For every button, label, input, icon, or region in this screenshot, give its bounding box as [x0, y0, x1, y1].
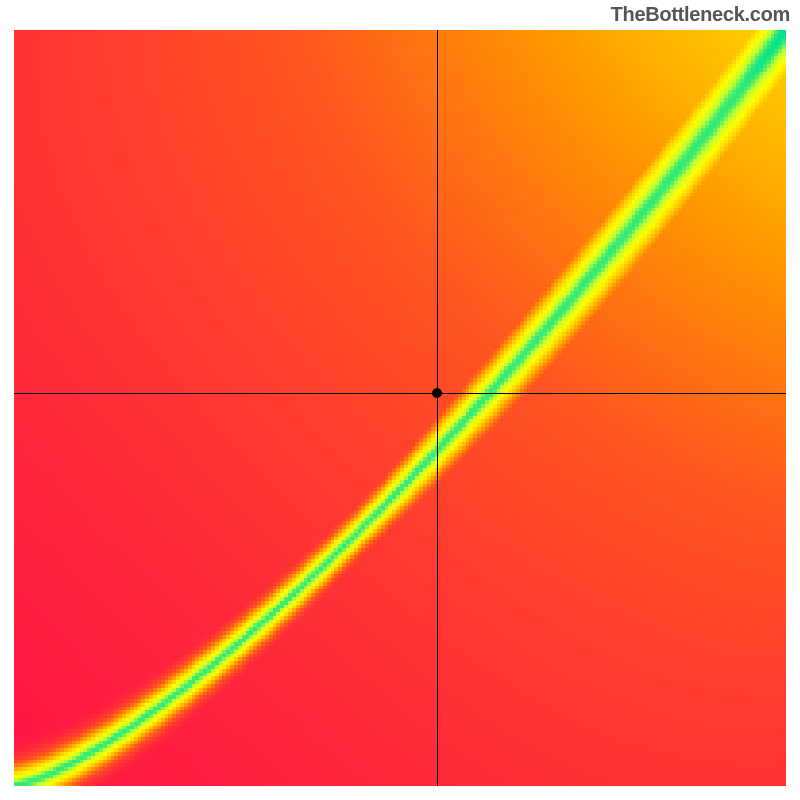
- watermark-text: TheBottleneck.com: [611, 4, 790, 27]
- heatmap-canvas: [14, 30, 786, 786]
- crosshair-horizontal: [14, 393, 786, 394]
- crosshair-marker: [432, 388, 442, 398]
- heatmap-plot: [14, 30, 786, 786]
- crosshair-vertical: [437, 30, 438, 786]
